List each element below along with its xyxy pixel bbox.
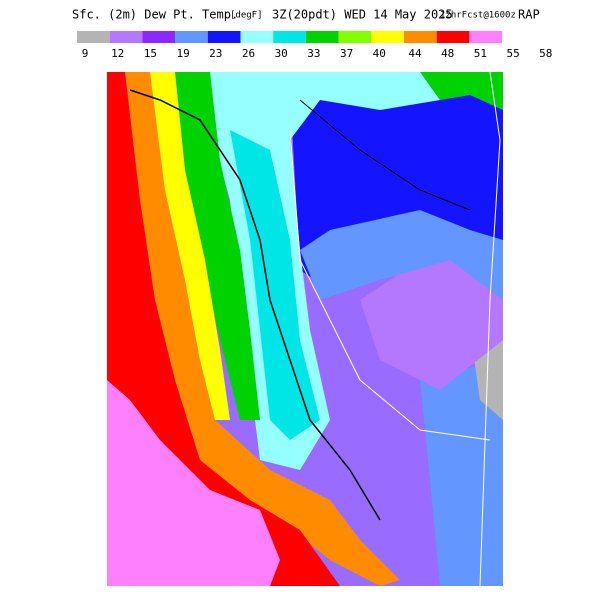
title-forecast: 12hrFcst@1600z bbox=[440, 11, 516, 21]
colorbar-label: 30 bbox=[275, 47, 288, 60]
state-border bbox=[479, 71, 501, 587]
map-region bbox=[107, 72, 400, 586]
map-region bbox=[230, 130, 320, 440]
colorbar-swatch bbox=[338, 31, 372, 43]
state-border bbox=[289, 129, 491, 441]
colorbar-swatch bbox=[436, 31, 470, 43]
colorbar-label: 51 bbox=[474, 47, 487, 60]
title-product: Sfc. (2m) Dew Pt. Temp. bbox=[72, 8, 238, 22]
colorbar-label: 58 bbox=[539, 47, 552, 60]
map-region bbox=[360, 240, 503, 390]
map-region bbox=[107, 380, 280, 586]
title-valid: 3Z(20pdt) WED 14 May 2025 bbox=[272, 8, 453, 22]
colorbar-label: 9 bbox=[82, 47, 89, 60]
map-region bbox=[150, 72, 230, 420]
colorbar-swatch bbox=[371, 31, 404, 43]
colorbar-swatch bbox=[207, 31, 241, 43]
colorbar-swatch bbox=[469, 31, 503, 43]
colorbar-label: 23 bbox=[209, 47, 222, 60]
colorbar-label: 26 bbox=[242, 47, 255, 60]
colorbar-label: 44 bbox=[408, 47, 422, 60]
map-region bbox=[300, 210, 503, 300]
colorbar-swatch bbox=[77, 31, 110, 43]
colorbar-label: 15 bbox=[144, 47, 157, 60]
colorbar-swatch bbox=[305, 31, 339, 43]
colorbar-label: 40 bbox=[373, 47, 386, 60]
colorbar-label: 48 bbox=[441, 47, 454, 60]
map bbox=[107, 71, 503, 587]
contour bbox=[299, 99, 471, 211]
colorbar-label: 33 bbox=[307, 47, 320, 60]
map-region bbox=[420, 72, 503, 110]
contour bbox=[129, 89, 381, 521]
title-units: [degF] bbox=[230, 11, 263, 21]
colorbar-swatch bbox=[240, 31, 274, 43]
colorbar-label: 19 bbox=[176, 47, 189, 60]
colorbar-swatch bbox=[175, 31, 208, 43]
colorbar-label: 37 bbox=[340, 47, 353, 60]
colorbar-label: 55 bbox=[506, 47, 519, 60]
colorbar-swatch bbox=[273, 31, 306, 43]
colorbar-label: 12 bbox=[111, 47, 124, 60]
title-model: RAP bbox=[518, 8, 540, 22]
colorbar-swatch bbox=[404, 31, 437, 43]
colorbar-swatch bbox=[109, 31, 143, 43]
map-region bbox=[170, 72, 260, 420]
colorbar-swatch bbox=[142, 31, 176, 43]
colorbar: 9 12 15 19 23 26 30 33 37 40 44 48 51 55 58 bbox=[77, 31, 552, 60]
